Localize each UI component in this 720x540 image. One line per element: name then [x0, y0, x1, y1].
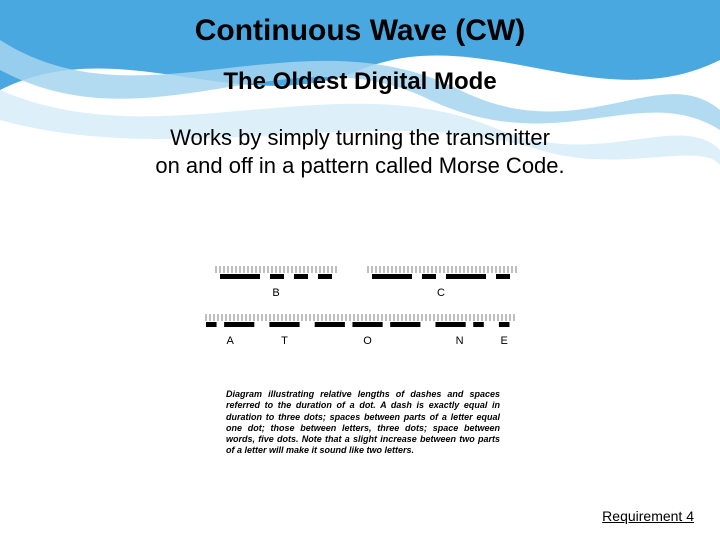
svg-text:B: B [272, 287, 279, 299]
svg-text:C: C [437, 287, 445, 299]
requirement-footer: Requirement 4 [602, 508, 694, 524]
diagram-caption: Diagram illustrating relative lengths of… [200, 389, 520, 457]
morse-diagram: B C A T O N E Diagram illustrating relative le… [200, 260, 520, 457]
svg-text:O: O [363, 335, 372, 347]
slide-body: Works by simply turning the transmitter … [0, 96, 720, 179]
slide-title: Continuous Wave (CW) [0, 0, 720, 48]
svg-text:T: T [281, 335, 288, 347]
slide-subtitle: The Oldest Digital Mode [0, 48, 720, 96]
slide: Continuous Wave (CW) The Oldest Digital … [0, 0, 720, 540]
body-line-2: on and off in a pattern called Morse Cod… [0, 152, 720, 180]
svg-text:E: E [501, 335, 508, 347]
morse-svg: B C A T O N E [200, 260, 520, 370]
svg-text:N: N [456, 335, 464, 347]
content-area: Continuous Wave (CW) The Oldest Digital … [0, 0, 720, 179]
svg-text:A: A [226, 335, 234, 347]
body-line-1: Works by simply turning the transmitter [0, 124, 720, 152]
